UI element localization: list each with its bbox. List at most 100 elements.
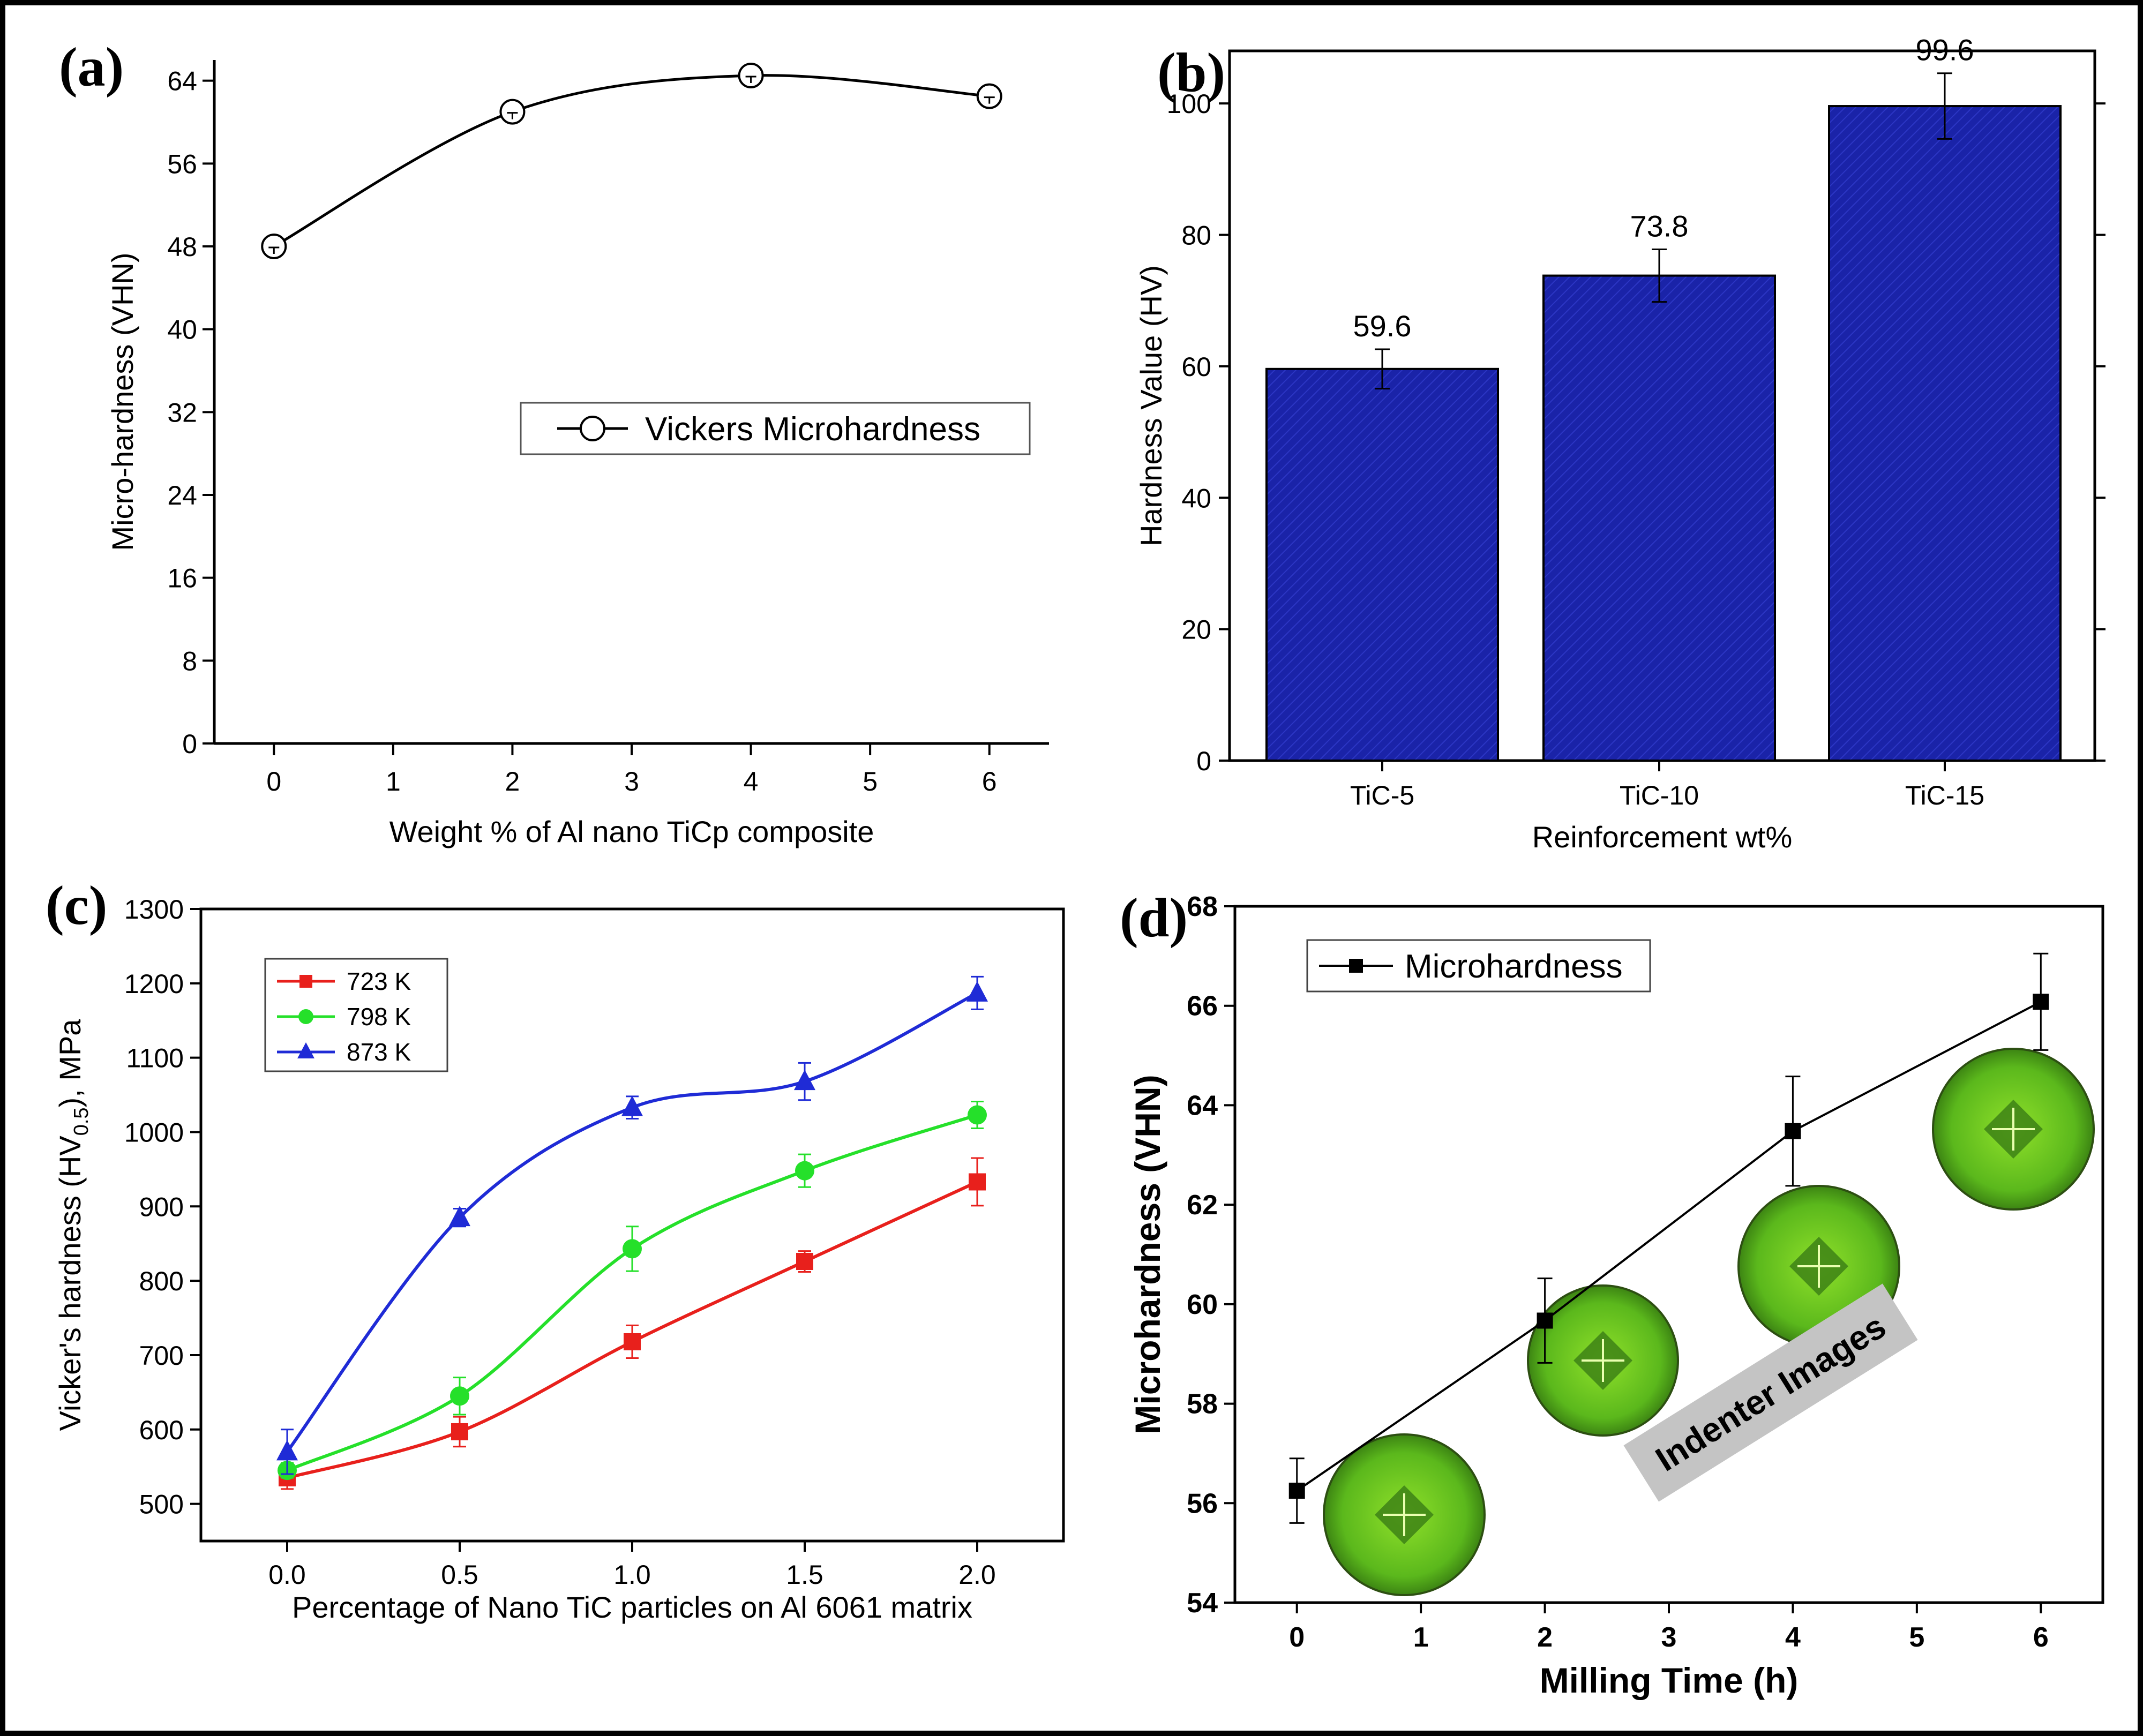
y-tick-label: 32 (167, 397, 197, 427)
x-tick-label: 3 (1661, 1622, 1677, 1653)
legend-label: 798 K (347, 1003, 411, 1031)
y-axis-title: Microhardness (VHN) (1128, 1074, 1167, 1434)
x-tick-label: 0.5 (441, 1560, 478, 1590)
annotation-bg (1623, 1283, 1918, 1502)
x-axis-title: Reinforcement wt% (1532, 820, 1793, 854)
panel-label: (d) (1120, 887, 1188, 949)
series-line (286, 991, 978, 1453)
y-tick-label: 54 (1187, 1588, 1218, 1619)
error-bar (1937, 72, 1952, 140)
y-tick-label: 700 (139, 1341, 184, 1371)
bar (1828, 105, 2062, 762)
y-tick-label: 100 (1167, 89, 1211, 119)
y-tick-label: 68 (1187, 891, 1218, 922)
x-tick-label: 1.0 (613, 1560, 651, 1590)
y-tick-label: 60 (1187, 1289, 1218, 1320)
data-point-square (624, 1333, 641, 1350)
y-tick-label: 56 (1187, 1488, 1218, 1519)
y-tick-label: 8 (182, 646, 197, 676)
x-tick-label: 4 (1785, 1622, 1801, 1653)
panel-label: (c) (46, 875, 107, 936)
y-tick-label: 20 (1181, 615, 1211, 645)
data-point (1537, 1312, 1553, 1329)
data-point-square (451, 1423, 468, 1440)
data-point-square (796, 1253, 813, 1271)
data-point-square (969, 1173, 986, 1191)
legend-label: 723 K (347, 967, 411, 995)
series-line (273, 74, 990, 248)
panel-b: (b) 0 20 40 60 80 100 59.6 TiC-5 73.8 TiC-10 99.6 Ti… (1134, 33, 2105, 854)
legend-marker (580, 416, 605, 441)
data-point-triangle (966, 981, 988, 1002)
y-tick-label: 80 (1181, 221, 1211, 251)
x-tick-label: TiC-5 (1350, 780, 1414, 810)
y-tick-label: 48 (167, 232, 197, 262)
y-axis-title-main: Vicker's hardness (HV (53, 1136, 87, 1431)
data-point (976, 83, 1002, 109)
x-tick-label: 5 (1909, 1622, 1924, 1653)
data-point-triangle (794, 1070, 815, 1091)
x-tick-label: 6 (2033, 1622, 2049, 1653)
error-bar (745, 76, 756, 83)
bar-data-label: 99.6 (1916, 33, 1974, 67)
x-tick-label: 5 (863, 766, 878, 796)
error-bar (507, 112, 518, 119)
data-point-circle (298, 1009, 313, 1024)
y-tick-label: 64 (167, 66, 197, 96)
y-tick-label: 66 (1187, 991, 1218, 1022)
bar (1542, 274, 1776, 762)
data-point (499, 99, 526, 125)
y-tick-label: 500 (139, 1490, 184, 1520)
bar-data-label: 59.6 (1353, 309, 1412, 343)
data-point (1785, 1123, 1801, 1139)
data-point-triangle (449, 1206, 470, 1227)
y-tick-label: 0 (1196, 746, 1211, 776)
y-tick-label: 62 (1187, 1190, 1218, 1221)
y-tick-label: 600 (139, 1415, 184, 1445)
x-tick-label: 6 (982, 766, 997, 796)
y-tick-label: 1200 (124, 969, 184, 999)
indent-cross (1797, 1245, 1840, 1288)
y-tick-label: 1300 (124, 895, 184, 925)
y-axis-title: Vicker's hardness (HV0.5), MPa (53, 1019, 93, 1431)
x-tick-label: 3 (624, 766, 639, 796)
x-tick-label: 2 (1537, 1622, 1553, 1653)
y-tick-label: 60 (1181, 352, 1211, 382)
legend-marker (1349, 959, 1363, 973)
x-tick-label: 4 (744, 766, 759, 796)
indent-cross (1582, 1339, 1624, 1382)
error-bar (268, 246, 280, 254)
y-axis-title-end: ), MPa (53, 1019, 87, 1108)
y-tick-label: 1000 (124, 1117, 184, 1147)
series-line (1296, 1001, 2042, 1492)
x-tick-label: 0 (1289, 1622, 1305, 1653)
y-axis-title: Hardness Value (HV) (1134, 265, 1168, 546)
x-axis-title: Weight % of Al nano TiCp composite (389, 815, 874, 848)
y-tick-label: 40 (167, 315, 197, 345)
x-tick-label: 1.5 (786, 1560, 823, 1590)
legend-label: 873 K (347, 1038, 411, 1066)
x-tick-label: 2.0 (958, 1560, 996, 1590)
bar-data-label: 73.8 (1630, 209, 1689, 243)
data-point-triangle (276, 1440, 298, 1461)
x-axis-title: Milling Time (h) (1540, 1660, 1799, 1700)
error-bar (1375, 348, 1390, 390)
indent-cross (1992, 1108, 2035, 1151)
data-point-triangle (621, 1095, 643, 1116)
y-tick-label: 800 (139, 1266, 184, 1296)
data-point-circle (450, 1386, 469, 1406)
data-point-triangle (297, 1042, 314, 1058)
x-tick-label: 1 (386, 766, 401, 796)
data-point-square (299, 975, 312, 988)
y-axis-title-subscript: 0.5 (70, 1107, 93, 1136)
legend-label: Vickers Microhardness (645, 411, 980, 448)
bar (1265, 367, 1499, 762)
error-bar (1652, 249, 1667, 303)
x-tick-label: TiC-15 (1905, 780, 1984, 810)
data-point-circle (795, 1161, 814, 1181)
data-point (261, 234, 287, 259)
x-axis-title: Percentage of Nano TiC particles on Al 6… (292, 1590, 972, 1624)
